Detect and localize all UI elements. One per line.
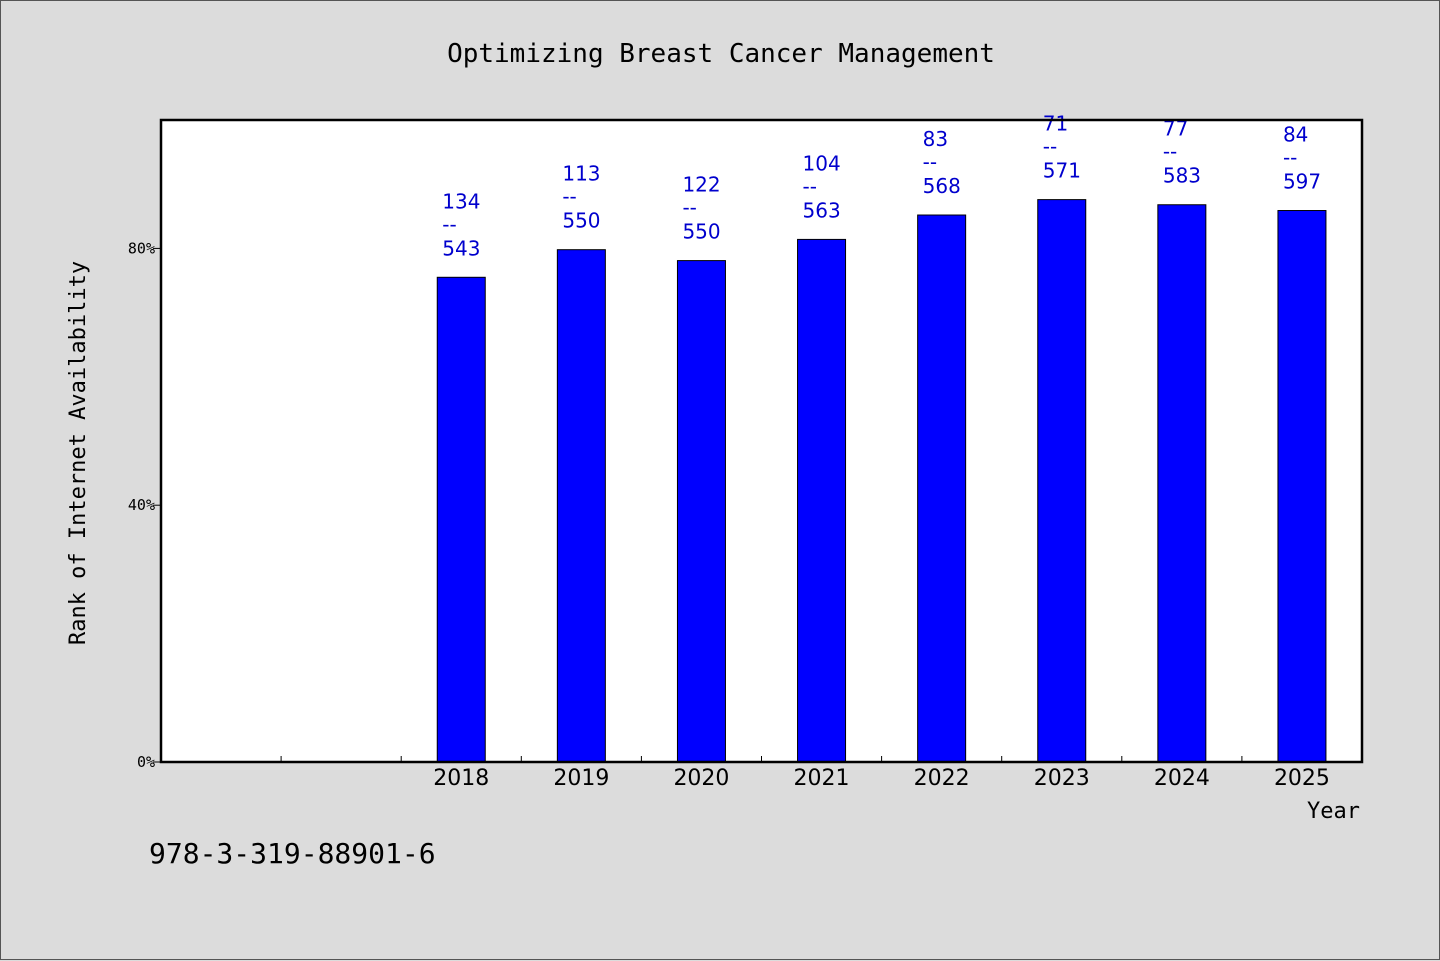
- data-label-total-2018: 543: [442, 236, 480, 260]
- data-label-rank-2019: 113: [562, 162, 600, 186]
- x-tick-label-2021: 2021: [794, 766, 850, 791]
- data-label-total-2023: 571: [1043, 159, 1081, 183]
- data-label-separator-2020: --: [682, 196, 696, 220]
- data-label-rank-2025: 84: [1283, 123, 1308, 147]
- data-label-separator-2025: --: [1283, 146, 1297, 170]
- data-label-total-2022: 568: [923, 174, 961, 198]
- x-tick-label-2025: 2025: [1274, 766, 1330, 791]
- x-tick-label-2024: 2024: [1154, 766, 1210, 791]
- data-label-total-2021: 563: [803, 198, 841, 222]
- data-label-rank-2020: 122: [682, 173, 720, 197]
- data-label-separator-2023: --: [1043, 135, 1057, 159]
- data-label-rank-2023: 71: [1043, 112, 1068, 136]
- x-tick-label-2022: 2022: [914, 766, 970, 791]
- data-label-rank-2021: 104: [803, 151, 841, 175]
- bar-2025: [1277, 210, 1327, 763]
- x-tick-label-2019: 2019: [553, 766, 609, 791]
- data-label-total-2025: 597: [1283, 170, 1321, 194]
- chart-title: Optimizing Breast Cancer Management: [447, 39, 995, 69]
- data-label-separator-2019: --: [562, 185, 576, 209]
- bar-2020: [676, 260, 726, 763]
- x-tick-label-2023: 2023: [1034, 766, 1090, 791]
- y-axis-ticks: 0% 40% 80%: [128, 239, 161, 771]
- data-label-separator-2018: --: [442, 212, 456, 236]
- data-label-total-2024: 583: [1163, 164, 1201, 188]
- x-axis-label: Year: [1307, 799, 1360, 824]
- y-tick-label-80: 80%: [128, 239, 155, 257]
- isbn-footnote: 978-3-319-88901-6: [149, 837, 436, 870]
- bar-2021: [797, 238, 847, 763]
- y-tick-label-0: 0%: [137, 753, 155, 771]
- data-label-total-2020: 550: [682, 220, 720, 244]
- bar-2019: [556, 249, 606, 763]
- x-tick-label-2020: 2020: [673, 766, 729, 791]
- data-label-rank-2018: 134: [442, 189, 480, 213]
- x-axis-ticks: 2018 2019 2020 2021 2022 2023 2024 2025: [280, 756, 1330, 791]
- data-label-rank-2022: 83: [923, 127, 948, 151]
- y-axis-label: Rank of Internet Availability: [66, 261, 91, 645]
- data-label-total-2019: 550: [562, 209, 600, 233]
- bar-2023: [1037, 199, 1087, 763]
- bar-2022: [917, 214, 967, 763]
- data-label-separator-2024: --: [1163, 140, 1177, 164]
- data-label-separator-2022: --: [923, 150, 937, 174]
- bars-layer: [436, 199, 1327, 763]
- y-tick-label-40: 40%: [128, 496, 155, 514]
- bar-2018: [436, 276, 486, 763]
- x-tick-label-2018: 2018: [433, 766, 489, 791]
- bar-2024: [1157, 204, 1207, 763]
- data-label-separator-2021: --: [803, 174, 817, 198]
